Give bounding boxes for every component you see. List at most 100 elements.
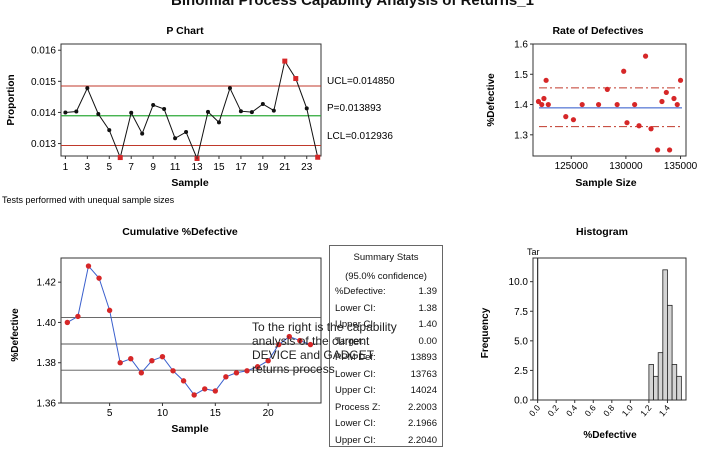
rate-chart-point xyxy=(648,126,653,131)
summary-stat-value: 14024 xyxy=(411,383,437,400)
rate-chart-point xyxy=(621,69,626,74)
histogram-ytick-label: 0.0 xyxy=(514,396,528,407)
summary-stat-value: 2.1966 xyxy=(408,416,437,433)
p-chart-point xyxy=(250,110,254,114)
rate-chart-point xyxy=(596,102,601,107)
p-chart-xtick-label: 9 xyxy=(150,162,156,173)
rate-chart-point xyxy=(605,87,610,92)
summary-stat-label: Process Z: xyxy=(335,400,380,417)
cumulative-chart-ytick-label: 1.38 xyxy=(37,358,57,369)
p-chart-point xyxy=(272,109,276,113)
rate-chart-point xyxy=(539,102,544,107)
tests-note: Tests performed with unequal sample size… xyxy=(2,195,175,205)
rate-chart-ytick-label: 1.5 xyxy=(514,70,528,81)
rate-chart-point xyxy=(563,114,568,119)
summary-stat-row: %Defective: 1.39 xyxy=(330,284,442,301)
p-chart-xtick-label: 19 xyxy=(257,162,269,173)
rate-chart-point xyxy=(546,102,551,107)
p-chart-point xyxy=(217,120,221,124)
rate-chart-xtick-label: 130000 xyxy=(609,161,643,172)
p-chart-xtick-label: 13 xyxy=(191,162,203,173)
summary-stat-row: Lower CI:2.1966 xyxy=(330,416,442,433)
rate-chart-point xyxy=(636,123,641,128)
histogram-ytick-label: 5.0 xyxy=(514,336,528,347)
p-chart-frame xyxy=(61,44,321,156)
summary-stat-value: 0.00 xyxy=(419,334,438,351)
cumulative-chart-point xyxy=(96,275,101,280)
p-chart-point xyxy=(162,107,166,111)
cumulative-chart-point xyxy=(128,356,133,361)
cumulative-chart-point xyxy=(202,386,207,391)
p-chart-xlabel: Sample xyxy=(171,177,209,189)
p-chart-xtick-label: 11 xyxy=(170,162,181,173)
cumulative-chart-ytick-label: 1.40 xyxy=(37,318,57,329)
rate-chart-ytick-label: 1.6 xyxy=(514,40,528,51)
rate-chart-point xyxy=(571,117,576,122)
p-chart-point xyxy=(305,106,309,110)
p-chart-title: P Chart xyxy=(166,25,204,37)
cumulative-chart-point xyxy=(117,360,122,365)
histogram-xtick-label: 0.6 xyxy=(583,403,598,419)
p-chart-ytick-label: 0.016 xyxy=(31,46,56,57)
rate-chart-ytick-label: 1.3 xyxy=(514,130,528,141)
summary-stat-label: Upper CI: xyxy=(335,383,376,400)
p-chart-point xyxy=(107,128,111,132)
p-chart-point xyxy=(140,132,144,136)
summary-stat-row: Lower CI: 1.38 xyxy=(330,301,442,318)
histogram-bar xyxy=(649,365,654,401)
p-chart-point xyxy=(74,110,78,114)
rate-chart-point xyxy=(643,54,648,59)
cumulative-chart-point xyxy=(244,368,249,373)
rate-chart-point xyxy=(664,90,669,95)
rate-chart-point xyxy=(624,120,629,125)
rate-chart-point xyxy=(659,99,664,104)
cumulative-chart-point xyxy=(160,354,165,359)
summary-stat-label: Lower CI: xyxy=(335,301,376,318)
p-chart-ylabel: Proportion xyxy=(6,74,17,125)
summary-stat-value: 1.38 xyxy=(419,301,438,318)
cumulative-chart-xtick-label: 15 xyxy=(210,408,222,419)
histogram-bar xyxy=(672,365,677,401)
rate-chart-point xyxy=(675,102,680,107)
rate-chart-title: Rate of Defectives xyxy=(552,25,643,37)
rate-chart-xlabel: Sample Size xyxy=(575,177,636,189)
summary-stat-value: 2.2040 xyxy=(408,433,437,449)
cumulative-chart-point xyxy=(223,374,228,379)
histogram-xtick-label: 0.8 xyxy=(601,403,616,419)
summary-stats-confidence: (95.0% confidence) xyxy=(330,265,442,284)
cumulative-chart-xtick-label: 20 xyxy=(263,408,275,419)
p-chart-point xyxy=(63,110,67,114)
p-chart-xtick-label: 23 xyxy=(301,162,313,173)
rate-chart-point xyxy=(544,78,549,83)
rate-chart-point xyxy=(580,102,585,107)
rate-chart-point xyxy=(667,147,672,152)
cumulative-chart-ytick-label: 1.36 xyxy=(37,399,57,410)
summary-stat-value: 13763 xyxy=(411,367,437,384)
cumulative-chart-point xyxy=(75,314,80,319)
cumulative-chart-xtick-label: 5 xyxy=(107,408,113,419)
rate-chart-point xyxy=(541,96,546,101)
summary-stat-label: Upper CI: xyxy=(335,433,376,449)
histogram-bar xyxy=(654,376,659,400)
p-chart-ytick-label: 0.015 xyxy=(31,77,56,88)
rate-chart-point xyxy=(655,147,660,152)
histogram-title: Histogram xyxy=(576,226,628,238)
summary-stat-label: %Defective: xyxy=(335,284,386,301)
p-chart-point xyxy=(315,155,320,160)
rate-chart-ylabel: %Defective xyxy=(486,73,497,127)
overlay-caption: To the right is the capability analysis … xyxy=(252,320,402,376)
summary-stat-value: 1.40 xyxy=(419,317,438,334)
p-chart-point xyxy=(261,102,265,106)
histogram-xtick-label: 0.2 xyxy=(545,403,560,419)
p-chart-ucl-label: UCL=0.014850 xyxy=(327,76,395,87)
histogram-annotation: Tar xyxy=(527,247,540,257)
p-chart-ytick-label: 0.013 xyxy=(31,139,56,150)
summary-stats-heading: Summary Stats xyxy=(330,246,442,265)
p-chart-point xyxy=(184,130,188,134)
cumulative-chart-point xyxy=(65,320,70,325)
histogram-ytick-label: 2.5 xyxy=(514,366,528,377)
cumulative-chart-title: Cumulative %Defective xyxy=(122,226,238,238)
summary-stat-value: 1.39 xyxy=(419,284,438,301)
histogram-bar xyxy=(663,270,668,400)
p-chart-point xyxy=(173,136,177,140)
